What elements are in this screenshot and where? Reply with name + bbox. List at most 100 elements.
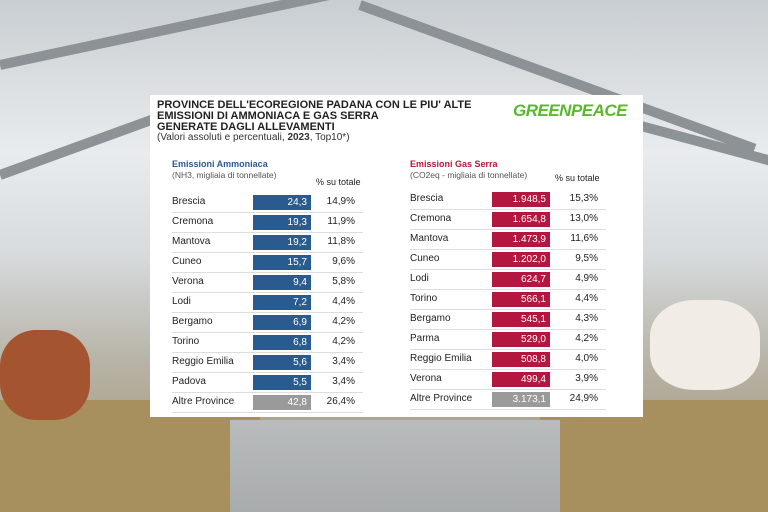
province: Reggio Emilia bbox=[172, 356, 234, 367]
province: Bergamo bbox=[172, 316, 213, 327]
pct-cell: 4,2% bbox=[332, 336, 355, 347]
table-title: Emissioni Gas Serra bbox=[410, 159, 498, 169]
province: Torino bbox=[172, 336, 200, 347]
province: Reggio Emilia bbox=[410, 353, 472, 364]
row-separator bbox=[410, 389, 606, 390]
row-separator bbox=[410, 269, 606, 270]
row-separator bbox=[172, 252, 363, 253]
hay bbox=[540, 400, 768, 512]
value-cell: 1.473,9 bbox=[492, 232, 550, 247]
province: Cremona bbox=[410, 213, 452, 224]
pct-cell: 13,0% bbox=[569, 213, 598, 224]
value-cell: 5,5 bbox=[253, 375, 311, 390]
table-unit: (CO2eq - migliaia di tonnellate) bbox=[410, 170, 528, 180]
province: Cuneo bbox=[172, 256, 202, 267]
value-cell: 566,1 bbox=[492, 292, 550, 307]
value-cell: 19,2 bbox=[253, 235, 311, 250]
pct-cell: 11,6% bbox=[570, 233, 598, 244]
pct-cell: 4,2% bbox=[575, 333, 598, 344]
pct-cell: 24,9% bbox=[569, 393, 598, 404]
cow bbox=[650, 300, 760, 390]
subtitle-part: , Top10*) bbox=[309, 132, 350, 143]
row-separator bbox=[410, 289, 606, 290]
table-title: Emissioni Ammoniaca bbox=[172, 159, 268, 169]
province: Verona bbox=[172, 276, 204, 287]
province: Padova bbox=[172, 376, 206, 387]
subtitle-part: 2023 bbox=[287, 132, 310, 143]
row-separator bbox=[410, 249, 606, 250]
infographic: PROVINCE DELL'ECOREGIONE PADANA CON LE P… bbox=[150, 95, 643, 417]
row-separator bbox=[410, 409, 606, 410]
row-separator bbox=[172, 332, 363, 333]
pct-cell: 4,3% bbox=[575, 313, 598, 324]
value-cell: 3.173,1 bbox=[492, 392, 550, 407]
value-cell: 499,4 bbox=[492, 372, 550, 387]
value-cell: 6,8 bbox=[253, 335, 311, 350]
province: Altre Province bbox=[410, 393, 473, 404]
pct-header: % su totale bbox=[316, 177, 361, 187]
value-cell: 42,8 bbox=[253, 395, 311, 410]
table-unit: (NH3, migliaia di tonnellate) bbox=[172, 170, 277, 180]
pct-cell: 3,4% bbox=[332, 356, 355, 367]
row-separator bbox=[172, 372, 363, 373]
value-cell: 5,6 bbox=[253, 355, 311, 370]
row-separator bbox=[172, 232, 363, 233]
value-cell: 508,8 bbox=[492, 352, 550, 367]
province: Mantova bbox=[172, 236, 211, 247]
value-cell: 7,2 bbox=[253, 295, 311, 310]
row-separator bbox=[172, 412, 363, 413]
cow bbox=[0, 330, 90, 420]
value-cell: 6,9 bbox=[253, 315, 311, 330]
value-cell: 9,4 bbox=[253, 275, 311, 290]
row-separator bbox=[172, 352, 363, 353]
pct-cell: 5,8% bbox=[332, 276, 355, 287]
value-cell: 24,3 bbox=[253, 195, 311, 210]
province: Altre Province bbox=[172, 396, 235, 407]
row-separator bbox=[172, 392, 363, 393]
province: Cremona bbox=[172, 216, 214, 227]
province: Brescia bbox=[410, 193, 444, 204]
pct-cell: 4,0% bbox=[575, 353, 598, 364]
subtitle: (Valori assoluti e percentuali, 2023, To… bbox=[157, 132, 350, 143]
title-line: EMISSIONI DI AMMONIACA E GAS SERRA bbox=[157, 110, 379, 122]
row-separator bbox=[410, 369, 606, 370]
value-cell: 19,3 bbox=[253, 215, 311, 230]
value-cell: 1.654,8 bbox=[492, 212, 550, 227]
logo: GREENPEACE bbox=[513, 101, 628, 120]
pct-cell: 3,9% bbox=[575, 373, 598, 384]
value-cell: 545,1 bbox=[492, 312, 550, 327]
province: Mantova bbox=[410, 233, 449, 244]
title-line: PROVINCE DELL'ECOREGIONE PADANA CON LE P… bbox=[157, 99, 472, 111]
province: Torino bbox=[410, 293, 438, 304]
row-separator bbox=[172, 272, 363, 273]
pct-cell: 11,8% bbox=[327, 236, 355, 247]
pct-cell: 4,2% bbox=[332, 316, 355, 327]
roof-beam bbox=[0, 0, 412, 70]
pct-cell: 3,4% bbox=[332, 376, 355, 387]
province: Parma bbox=[410, 333, 440, 344]
province: Lodi bbox=[172, 296, 191, 307]
pct-cell: 9,6% bbox=[332, 256, 355, 267]
row-separator bbox=[172, 292, 363, 293]
province: Cuneo bbox=[410, 253, 440, 264]
value-cell: 624,7 bbox=[492, 272, 550, 287]
row-separator bbox=[410, 309, 606, 310]
value-cell: 1.948,5 bbox=[492, 192, 550, 207]
subtitle-part: (Valori assoluti e percentuali, bbox=[157, 132, 288, 143]
row-separator bbox=[410, 329, 606, 330]
row-separator bbox=[172, 312, 363, 313]
title-line: GENERATE DAGLI ALLEVAMENTI bbox=[157, 121, 335, 133]
province: Bergamo bbox=[410, 313, 451, 324]
row-separator bbox=[410, 229, 606, 230]
pct-cell: 4,9% bbox=[575, 273, 598, 284]
row-separator bbox=[172, 212, 363, 213]
value-cell: 15,7 bbox=[253, 255, 311, 270]
pct-cell: 14,9% bbox=[326, 196, 355, 207]
pct-cell: 4,4% bbox=[575, 293, 598, 304]
pct-cell: 11,9% bbox=[327, 216, 355, 227]
floor bbox=[230, 420, 560, 512]
pct-header: % su totale bbox=[555, 173, 600, 183]
pct-cell: 4,4% bbox=[332, 296, 355, 307]
province: Verona bbox=[410, 373, 442, 384]
pct-cell: 26,4% bbox=[326, 396, 355, 407]
